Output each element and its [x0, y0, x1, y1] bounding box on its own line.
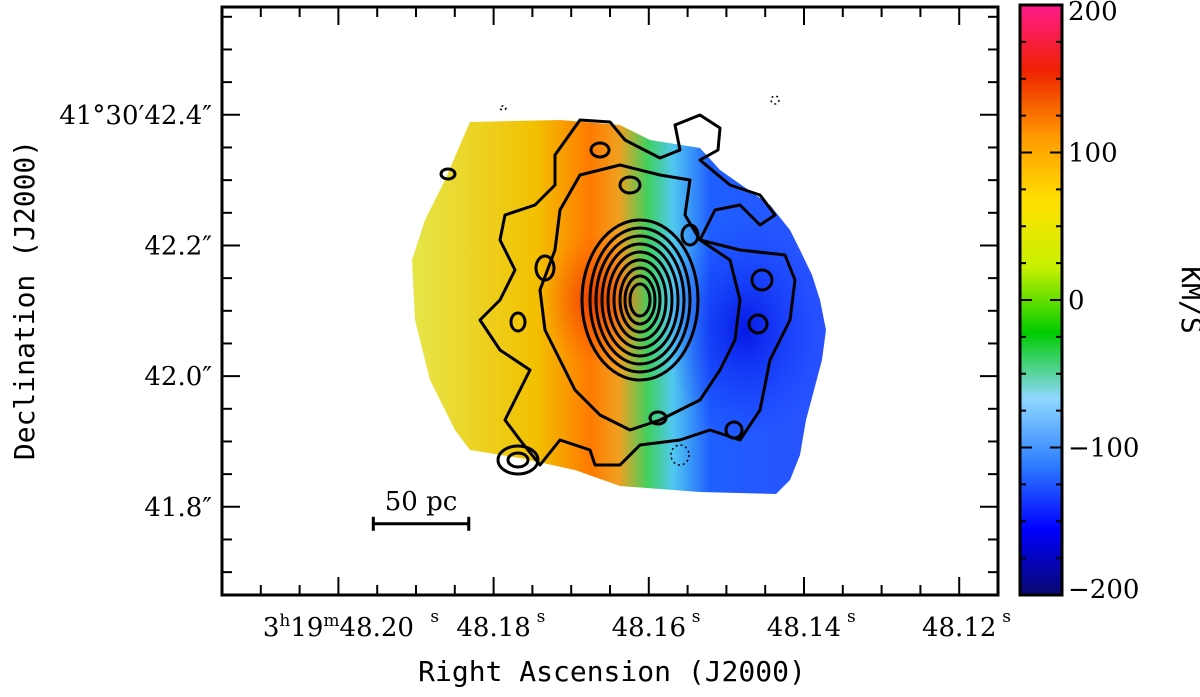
x-tick-label: 48.16 — [612, 613, 686, 643]
dotted-contour-2 — [770, 95, 780, 105]
inner-contour-9 — [628, 282, 652, 318]
contour-knot-5 — [534, 254, 556, 282]
colorbar: 200 100 0 −100 −200 KM/S — [1018, 0, 1200, 605]
scalebar-label: 50 pc — [385, 487, 458, 517]
colorbar-label: KM/S — [1175, 266, 1200, 333]
contour-knot-7 — [750, 268, 774, 292]
inner-contour-8 — [623, 274, 657, 326]
y-axis-title: Declination (J2000) — [8, 140, 41, 460]
y-tick-label: 42.2″ — [144, 231, 212, 261]
inner-contour-5 — [606, 250, 674, 350]
dotted-contour-3 — [499, 105, 507, 111]
x-tick-label: 48.14 — [767, 613, 841, 643]
blueshifted-core — [665, 220, 825, 440]
x-tick-label-sup: s — [1002, 607, 1011, 627]
colorbar-tick-label: −100 — [1068, 434, 1139, 464]
x-tick-label: 3h19m48.20 — [263, 611, 414, 643]
inner-contour-1 — [580, 218, 700, 382]
plot-area: 3h19m48.20 s 48.18 s 48.16 s 48.14 s 48.12 s 41°3… — [59, 5, 1011, 643]
colorbar-tick-label: −200 — [1068, 575, 1139, 605]
x-tick-label: 48.12 — [922, 613, 996, 643]
contour-knot-2 — [496, 444, 540, 476]
contours — [439, 113, 797, 476]
contour-knot-11 — [589, 141, 611, 159]
colorbar-tick-label: 0 — [1068, 286, 1085, 316]
outer-contour — [478, 113, 797, 467]
contour-knot-6 — [509, 311, 527, 333]
y-axis-ticks: 41°30′42.4″ 42.2″ 42.0″ 41.8″ — [59, 15, 998, 574]
x-tick-label-sup: s — [430, 607, 439, 627]
y-tick-label: 41°30′42.4″ — [59, 101, 212, 131]
contour-knot-12 — [680, 223, 700, 247]
contour-knot-1 — [439, 167, 457, 181]
mid-contour — [538, 163, 742, 432]
x-tick-label-sup: s — [692, 607, 701, 627]
inner-contour-2 — [588, 226, 692, 374]
colorbar-ticks: 200 100 0 −100 −200 — [1020, 0, 1139, 605]
x-axis-title: Right Ascension (J2000) — [418, 655, 806, 688]
inner-contour-4 — [600, 242, 680, 358]
contour-knot-8 — [747, 313, 769, 335]
contour-knot-10 — [648, 410, 668, 426]
dotted-contours — [499, 95, 780, 466]
contour-knot-3 — [506, 451, 530, 469]
scalebar: 50 pc — [371, 487, 471, 531]
dotted-contour-1 — [670, 444, 690, 466]
colorbar-tick-label: 200 — [1068, 0, 1118, 27]
x-tick-label-sup: s — [847, 607, 856, 627]
x-tick-label: 48.18 — [456, 613, 530, 643]
y-tick-label: 42.0″ — [144, 362, 212, 392]
inner-contour-3 — [594, 234, 686, 366]
x-tick-label-sup: s — [537, 607, 546, 627]
contour-knot-4 — [618, 175, 642, 195]
y-tick-label: 41.8″ — [144, 493, 212, 523]
inner-contour-7 — [618, 266, 662, 334]
inner-contour-6 — [612, 258, 668, 342]
x-axis-ticks: 3h19m48.20 s 48.18 s 48.16 s 48.14 s 48.12 s — [259, 7, 1011, 643]
colorbar-tick-label: 100 — [1068, 139, 1118, 169]
contour-knot-9 — [724, 420, 744, 440]
